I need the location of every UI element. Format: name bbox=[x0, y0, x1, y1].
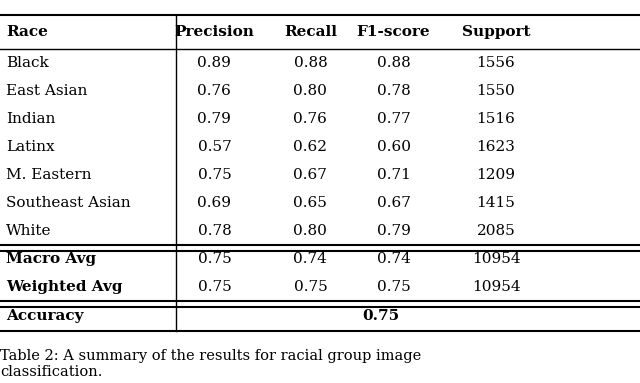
Text: 0.88: 0.88 bbox=[294, 56, 327, 70]
Text: 1516: 1516 bbox=[477, 112, 515, 126]
Text: 0.77: 0.77 bbox=[377, 112, 410, 126]
Text: 0.69: 0.69 bbox=[197, 196, 232, 210]
Text: 1623: 1623 bbox=[477, 140, 515, 154]
Text: 0.75: 0.75 bbox=[198, 280, 231, 293]
Text: 0.65: 0.65 bbox=[294, 196, 327, 210]
Text: Recall: Recall bbox=[284, 25, 337, 39]
Text: 0.78: 0.78 bbox=[198, 224, 231, 237]
Text: 0.76: 0.76 bbox=[294, 112, 327, 126]
Text: 0.62: 0.62 bbox=[293, 140, 328, 154]
Text: 1209: 1209 bbox=[477, 168, 515, 182]
Text: 0.74: 0.74 bbox=[294, 252, 327, 265]
Text: Support: Support bbox=[461, 25, 531, 39]
Text: 1415: 1415 bbox=[477, 196, 515, 210]
Text: Black: Black bbox=[6, 56, 49, 70]
Text: 0.88: 0.88 bbox=[377, 56, 410, 70]
Text: Latinx: Latinx bbox=[6, 140, 55, 154]
Text: Table 2: A summary of the results for racial group image
classification.: Table 2: A summary of the results for ra… bbox=[0, 349, 421, 379]
Text: 0.57: 0.57 bbox=[198, 140, 231, 154]
Text: 2085: 2085 bbox=[477, 224, 515, 237]
Text: 0.75: 0.75 bbox=[294, 280, 327, 293]
Text: 0.75: 0.75 bbox=[198, 252, 231, 265]
Text: 0.78: 0.78 bbox=[377, 84, 410, 98]
Text: 0.67: 0.67 bbox=[294, 168, 327, 182]
Text: 0.79: 0.79 bbox=[377, 224, 410, 237]
Text: Indian: Indian bbox=[6, 112, 56, 126]
Text: 0.79: 0.79 bbox=[198, 112, 231, 126]
Text: 0.75: 0.75 bbox=[198, 168, 231, 182]
Text: 0.67: 0.67 bbox=[377, 196, 410, 210]
Text: White: White bbox=[6, 224, 52, 237]
Text: 0.80: 0.80 bbox=[294, 224, 327, 237]
Text: 0.75: 0.75 bbox=[362, 309, 399, 322]
Text: M. Eastern: M. Eastern bbox=[6, 168, 92, 182]
Text: Precision: Precision bbox=[175, 25, 254, 39]
Text: 10954: 10954 bbox=[472, 252, 520, 265]
Text: 0.80: 0.80 bbox=[294, 84, 327, 98]
Text: 10954: 10954 bbox=[472, 280, 520, 293]
Text: 0.89: 0.89 bbox=[198, 56, 231, 70]
Text: 1556: 1556 bbox=[477, 56, 515, 70]
Text: 0.75: 0.75 bbox=[377, 280, 410, 293]
Text: F1-score: F1-score bbox=[356, 25, 431, 39]
Text: Southeast Asian: Southeast Asian bbox=[6, 196, 131, 210]
Text: Race: Race bbox=[6, 25, 48, 39]
Text: 0.60: 0.60 bbox=[376, 140, 411, 154]
Text: Weighted Avg: Weighted Avg bbox=[6, 280, 123, 293]
Text: East Asian: East Asian bbox=[6, 84, 88, 98]
Text: 0.76: 0.76 bbox=[198, 84, 231, 98]
Text: 0.71: 0.71 bbox=[377, 168, 410, 182]
Text: Accuracy: Accuracy bbox=[6, 309, 84, 322]
Text: 0.74: 0.74 bbox=[377, 252, 410, 265]
Text: 1550: 1550 bbox=[477, 84, 515, 98]
Text: Macro Avg: Macro Avg bbox=[6, 252, 97, 265]
